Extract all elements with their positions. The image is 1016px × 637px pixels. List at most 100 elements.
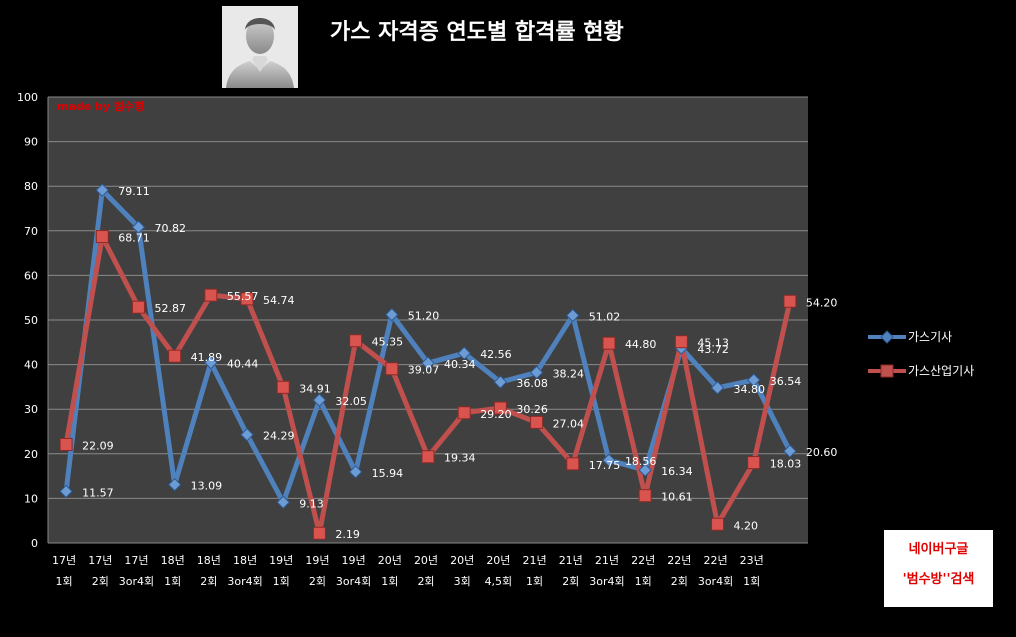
x-axis-ticks: 17년 1회 17년 2회 17년 3or4회 18년 1회 18년 2회 18년 3or4회 19년 1…: [52, 554, 764, 588]
data-label: 39.07: [408, 364, 440, 377]
x-tick-label-round: 2회: [671, 575, 688, 588]
x-tick-label-year: 20년: [378, 554, 402, 567]
data-label: 68.71: [118, 232, 149, 245]
data-label: 32.05: [335, 395, 367, 408]
data-point-marker: [349, 334, 363, 348]
y-tick-label: 60: [24, 269, 38, 282]
data-label: 15.94: [372, 467, 404, 480]
data-point-marker: [710, 381, 725, 395]
x-tick-label-year: 17년: [88, 554, 112, 567]
data-point-marker: [421, 450, 435, 464]
data-label: 52.87: [154, 302, 186, 315]
x-tick-label-round: 1회: [164, 575, 181, 588]
x-tick-label-round: 3or4회: [227, 575, 262, 588]
data-point-marker: [602, 453, 616, 467]
data-label: 43.72: [697, 343, 729, 356]
legend-item-gas-engineer: 가스기사: [868, 326, 974, 360]
y-tick-label: 80: [24, 180, 38, 193]
x-tick-label-year: 21년: [523, 554, 547, 567]
data-label: 41.89: [191, 351, 223, 364]
x-tick-label-round: 2회: [417, 575, 434, 588]
data-point-marker: [457, 406, 471, 420]
x-tick-label-round: 3or4회: [589, 575, 624, 588]
data-point-marker: [204, 355, 218, 370]
data-label: 4.20: [734, 519, 759, 532]
data-point-marker: [638, 463, 652, 477]
data-point-marker: [493, 375, 508, 389]
data-point-marker: [276, 495, 290, 509]
data-label: 40.44: [227, 358, 259, 371]
data-point-marker: [602, 336, 616, 350]
chart-legend: 가스기사 가스산업기사: [868, 326, 974, 394]
data-point-marker: [674, 335, 688, 349]
data-label: 20.60: [806, 446, 838, 459]
x-tick-label-year: 23년: [740, 554, 764, 567]
data-point-marker: [747, 373, 761, 387]
data-point-marker: [783, 444, 797, 458]
data-point-marker: [566, 308, 580, 323]
data-label: 18.56: [625, 455, 657, 468]
x-tick-label-year: 21년: [559, 554, 583, 567]
data-label: 55.57: [227, 290, 259, 303]
data-label: 79.11: [118, 185, 149, 198]
x-tick-label-round: 1회: [273, 575, 290, 588]
x-tick-label-round: 3or4회: [119, 575, 154, 588]
data-point-marker: [240, 292, 254, 306]
data-label: 45.13: [697, 337, 729, 350]
x-tick-label-round: 1회: [635, 575, 652, 588]
y-tick-label: 100: [17, 91, 38, 104]
legend-line-blue-icon: [868, 330, 906, 344]
data-label: 54.74: [263, 294, 295, 307]
x-tick-label-round: 2회: [309, 575, 326, 588]
chart-title: 가스 자격증 연도별 합격률 현황: [330, 20, 624, 45]
data-point-marker: [167, 477, 182, 492]
x-tick-label-year: 19년: [342, 554, 366, 567]
data-label: 30.26: [516, 403, 548, 416]
x-tick-label-year: 19년: [269, 554, 293, 567]
data-label: 38.24: [553, 367, 585, 380]
data-point-marker: [566, 457, 580, 471]
user-avatar-icon: [222, 6, 298, 88]
data-label: 42.56: [480, 348, 512, 361]
search-hint-line1: 네이버구글: [908, 542, 969, 557]
data-point-marker: [530, 415, 544, 429]
data-point-marker: [95, 230, 109, 244]
data-point-marker: [493, 401, 507, 415]
data-point-marker: [131, 300, 145, 314]
data-label: 34.91: [299, 382, 331, 395]
data-point-marker: [204, 288, 218, 302]
data-point-marker: [711, 517, 725, 531]
watermark: made by 범수형: [57, 100, 145, 113]
data-point-marker: [385, 362, 399, 376]
data-label: 2.19: [335, 528, 360, 541]
x-tick-label-year: 18년: [233, 554, 257, 567]
x-tick-label-year: 18년: [197, 554, 221, 567]
y-axis-ticks: 0 10 20 30 40 50 60 70 80 90 100: [17, 91, 38, 550]
data-label: 24.29: [263, 430, 295, 443]
data-point-marker: [95, 183, 109, 197]
search-hint-box: 네이버구글 '범수방''검색: [884, 530, 993, 607]
data-point-marker: [276, 380, 290, 394]
y-tick-label: 40: [24, 359, 38, 372]
data-point-marker: [348, 465, 363, 479]
x-tick-label-round: 1회: [526, 575, 543, 588]
legend-line-red-icon: [868, 364, 906, 378]
legend-label: 가스산업기사: [908, 364, 975, 378]
data-labels: 11.57 79.11 70.82 13.09 40.44 24.29 9.13 32.05 1…: [82, 185, 837, 541]
x-tick-label-round: 3회: [454, 575, 471, 588]
data-label: 11.57: [82, 486, 114, 499]
data-label: 27.04: [553, 417, 585, 430]
data-label: 13.09: [191, 480, 223, 493]
y-tick-label: 10: [24, 492, 38, 505]
data-label: 45.35: [372, 336, 404, 349]
y-tick-label: 50: [24, 314, 38, 327]
data-point-marker: [240, 427, 254, 442]
x-tick-label-year: 22년: [703, 554, 727, 567]
y-tick-label: 70: [24, 225, 38, 238]
data-label: 19.34: [444, 452, 476, 465]
x-tick-label-round: 1회: [381, 575, 398, 588]
y-tick-label: 20: [24, 448, 38, 461]
x-tick-label-round: 1회: [56, 575, 73, 588]
data-point-marker: [385, 307, 399, 322]
